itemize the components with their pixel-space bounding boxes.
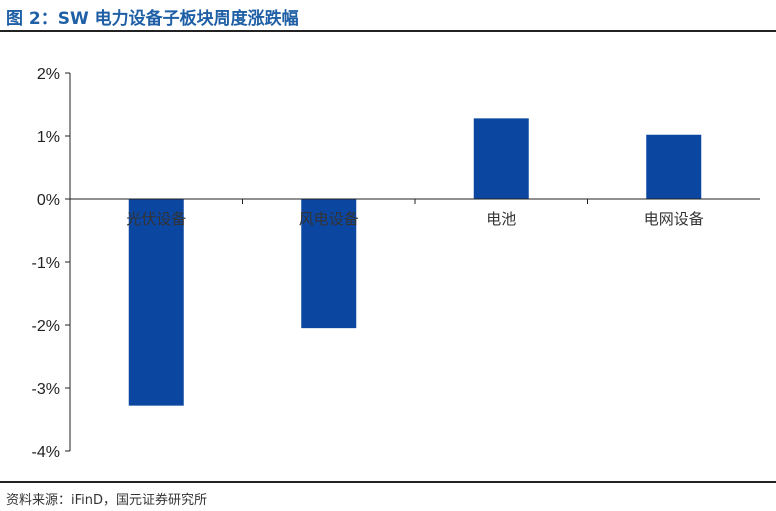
y-tick-label: 2% [37,66,60,83]
title-divider [0,30,776,32]
source-note: 资料来源：iFinD，国元证券研究所 [6,493,208,508]
y-tick-label: 0% [37,192,60,209]
y-tick-label: -1% [32,255,60,272]
y-tick-label: -3% [32,381,60,398]
y-tick-label: -2% [32,318,60,335]
footer-divider [0,481,776,483]
bar-2 [301,199,357,329]
axes-group [65,72,760,452]
labels-group: 2% 1% 0% -1% -2% -3% -4% 光伏设备 风电设备 电池 电网设备 [32,66,704,461]
bars-group [128,118,702,406]
x-category-label: 风电设备 [299,210,359,228]
figure-title: 图 2：SW 电力设备子板块周度涨跌幅 [6,9,299,29]
bar-1 [128,199,184,406]
x-category-label: 光伏设备 [126,210,186,228]
bar-chart: 2% 1% 0% -1% -2% -3% -4% 光伏设备 风电设备 电池 电网设备 [32,66,760,461]
x-category-label: 电池 [486,210,516,228]
x-category-label: 电网设备 [644,210,704,228]
y-tick-label: 1% [37,129,60,146]
bar-3 [473,118,529,199]
y-tick-label: -4% [32,444,60,461]
bar-4 [646,134,702,199]
